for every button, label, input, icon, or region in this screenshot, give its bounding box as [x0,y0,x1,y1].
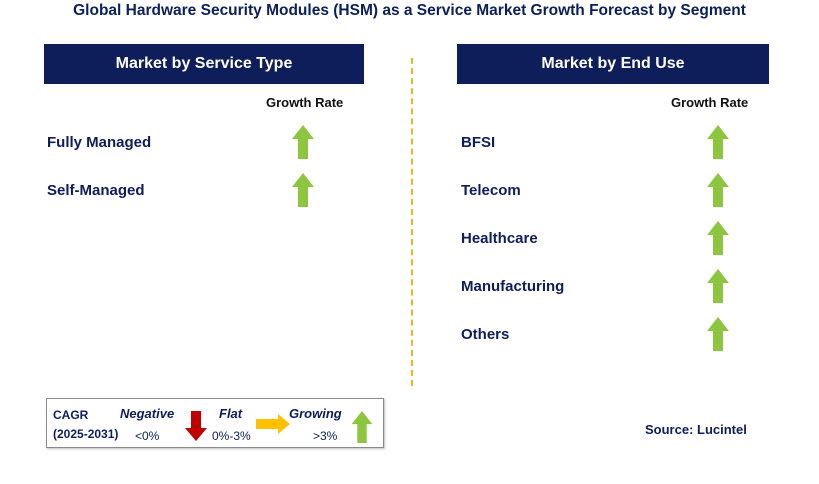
legend-negative-value: <0% [135,429,160,443]
growing-arrow-icon [707,317,729,351]
negative-arrow-icon [185,411,207,441]
end-use-row-label: BFSI [461,134,496,151]
growing-arrow-icon [707,269,729,303]
legend-flat-value: 0%-3% [212,429,251,443]
legend-negative-label: Negative [120,406,175,421]
chart-title: Global Hardware Security Modules (HSM) a… [73,2,746,19]
end-use-row-label: Healthcare [461,230,538,247]
panel-divider [411,58,413,386]
growing-arrow-icon [351,411,373,443]
legend-flat-label: Flat [219,406,243,421]
cagr-legend: CAGR (2025-2031) Negative <0% Flat 0%-3%… [46,398,384,448]
end-use-growth-rate-label: Growth Rate [671,95,749,110]
growing-arrow-icon [292,125,314,159]
source-label: Source: Lucintel [645,422,747,437]
end-use-row-label: Telecom [461,182,521,199]
service-type-row-label: Fully Managed [47,134,152,151]
legend-cagr-label: CAGR [53,408,89,422]
growing-arrow-icon [292,173,314,207]
legend-growing-value: >3% [313,429,338,443]
legend-growing-label: Growing [289,406,342,421]
growing-arrow-icon [707,173,729,207]
legend-period-label: (2025-2031) [53,427,119,441]
service-type-header: Market by Service Type [44,44,364,84]
end-use-row-label: Manufacturing [461,278,565,295]
service-type-row-label: Self-Managed [47,182,145,199]
end-use-row-label: Others [461,326,510,343]
growing-arrow-icon [707,221,729,255]
growing-arrow-icon [707,125,729,159]
service-type-growth-rate-label: Growth Rate [266,95,344,110]
flat-arrow-icon [256,414,290,434]
end-use-header: Market by End Use [457,44,769,84]
